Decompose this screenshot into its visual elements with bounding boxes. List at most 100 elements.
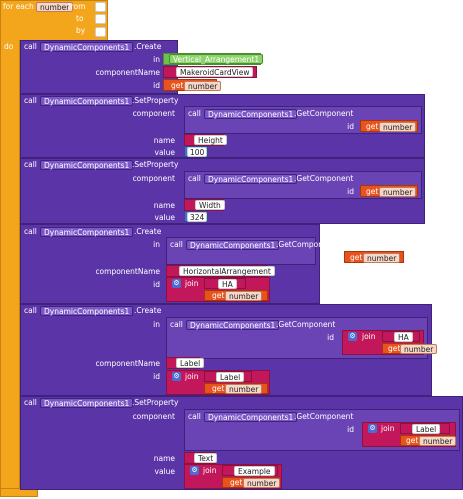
get-label: get <box>350 253 363 262</box>
name-label: name <box>153 201 175 210</box>
call-label: call <box>170 320 183 329</box>
component-dropdown[interactable]: DynamicComponents1 <box>186 240 280 250</box>
component-name-value[interactable]: HorizontalArrangement <box>179 266 275 276</box>
call-label: call <box>24 96 37 105</box>
name-label: name <box>153 454 175 463</box>
set-property-method-label: .SetProperty <box>132 398 179 407</box>
id-label: id <box>153 81 160 90</box>
join-label: join <box>185 279 199 288</box>
get-variable-dropdown[interactable]: number <box>400 344 438 354</box>
call-label: call <box>24 227 37 236</box>
get-variable-dropdown[interactable]: number <box>419 436 457 446</box>
component-name-label: componentName <box>95 267 160 276</box>
component-name-value[interactable]: Label <box>176 358 205 368</box>
by-label: by <box>76 26 86 35</box>
gear-icon[interactable]: ⚙ <box>190 466 199 475</box>
in-label: in <box>153 240 160 249</box>
component-dropdown[interactable]: DynamicComponents1 <box>40 398 134 408</box>
component-dropdown[interactable]: DynamicComponents1 <box>40 227 134 237</box>
get-label: get <box>171 81 184 90</box>
component-label: component <box>132 174 175 183</box>
from-value[interactable]: 1 <box>95 2 106 12</box>
from-label: from <box>68 2 86 11</box>
join-label: join <box>203 466 217 475</box>
get-variable-dropdown[interactable]: number <box>225 384 263 394</box>
get-component-method-label: .GetComponent <box>294 412 354 421</box>
vertical-arrangement-dropdown[interactable]: Vertical_Arrangement1 <box>169 54 264 64</box>
get-variable-dropdown[interactable]: number <box>225 291 263 301</box>
component-name-label: componentName <box>95 359 160 368</box>
value-label: value <box>154 148 176 157</box>
component-label: component <box>132 412 175 421</box>
component-dropdown[interactable]: DynamicComponents1 <box>204 412 298 422</box>
gear-icon[interactable]: ⚙ <box>368 424 377 433</box>
join-label: join <box>362 332 376 341</box>
id-label: id <box>153 372 160 381</box>
component-dropdown[interactable]: DynamicComponents1 <box>40 42 134 52</box>
get-label: get <box>230 478 243 487</box>
property-name-value[interactable]: Width <box>195 200 225 210</box>
get-variable-dropdown[interactable]: number <box>184 81 222 91</box>
to-label: to <box>76 14 84 23</box>
create-method-label: .Create <box>134 42 162 51</box>
get-label: get <box>366 187 379 196</box>
id-label: id <box>347 122 354 131</box>
to-value[interactable]: 5 <box>95 14 106 24</box>
number-value[interactable]: 100 <box>187 147 208 157</box>
get-variable-dropdown[interactable]: number <box>363 253 401 263</box>
call-label: call <box>24 306 37 315</box>
get-variable-dropdown[interactable]: number <box>243 478 281 488</box>
get-variable-dropdown[interactable]: number <box>379 187 417 197</box>
call-label: call <box>188 412 201 421</box>
component-dropdown[interactable]: DynamicComponents1 <box>204 109 298 119</box>
value-text-value[interactable]: Example <box>234 466 275 476</box>
loop-bottom <box>0 488 38 497</box>
call-label: call <box>188 174 201 183</box>
value-label: value <box>154 467 176 476</box>
set-property-method-label: .SetProperty <box>132 96 179 105</box>
id-label: id <box>153 280 160 289</box>
get-label: get <box>212 291 225 300</box>
property-name-value[interactable]: Height <box>194 135 227 145</box>
join-text-value[interactable]: HA <box>394 332 413 342</box>
component-dropdown[interactable]: DynamicComponents1 <box>40 96 134 106</box>
component-dropdown[interactable]: DynamicComponents1 <box>40 306 134 316</box>
join-label: join <box>185 372 199 381</box>
gear-icon[interactable]: ⚙ <box>172 372 181 381</box>
id-label: id <box>327 333 334 342</box>
component-dropdown[interactable]: DynamicComponents1 <box>186 320 280 330</box>
get-component-method-label: .GetComponent <box>294 174 354 183</box>
get-component-method-label: .GetComponent <box>276 240 336 249</box>
get-label: get <box>406 436 419 445</box>
get-variable-dropdown[interactable]: number <box>379 122 417 132</box>
name-label: name <box>153 136 175 145</box>
component-name-label: componentName <box>95 68 160 77</box>
in-label: in <box>153 320 160 329</box>
gear-icon[interactable]: ⚙ <box>348 332 357 341</box>
id-text-value[interactable]: Label <box>216 372 245 382</box>
get-component-method-label: .GetComponent <box>276 320 336 329</box>
component-name-value[interactable]: MakeroidCardView <box>176 67 254 77</box>
id-label: id <box>325 253 332 262</box>
get-label: get <box>212 384 225 393</box>
loop-do-spine <box>0 40 20 495</box>
gear-icon[interactable]: ⚙ <box>172 279 181 288</box>
value-label: value <box>154 213 176 222</box>
join-text-value[interactable]: HA <box>218 279 237 289</box>
call-label: call <box>24 160 37 169</box>
property-name-value[interactable]: Text <box>194 453 218 463</box>
set-property-method-label: .SetProperty <box>132 160 179 169</box>
get-label: get <box>388 344 401 353</box>
create-method-label: .Create <box>134 306 162 315</box>
component-dropdown[interactable]: DynamicComponents1 <box>40 160 134 170</box>
call-label: call <box>24 42 37 51</box>
loop-variable-field[interactable]: number <box>36 2 74 12</box>
by-value[interactable]: 1 <box>95 27 106 37</box>
call-label: call <box>24 398 37 407</box>
component-dropdown[interactable]: DynamicComponents1 <box>204 174 298 184</box>
join-text-value[interactable]: Label <box>412 424 441 434</box>
create-method-label: .Create <box>134 227 162 236</box>
number-value[interactable]: 324 <box>187 212 208 222</box>
component-label: component <box>132 109 175 118</box>
join-label: join <box>381 424 395 433</box>
